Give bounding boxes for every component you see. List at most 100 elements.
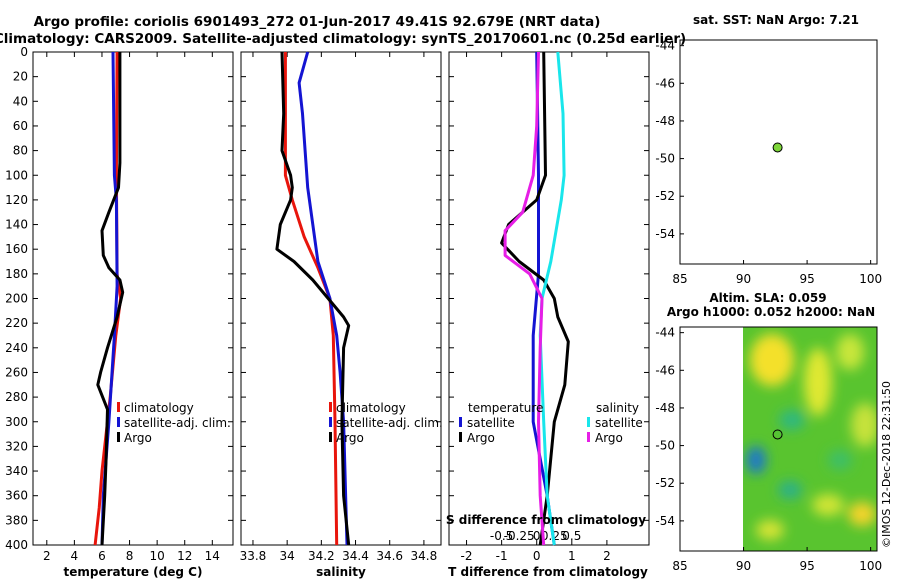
depth-tick-label: 200: [5, 292, 28, 306]
depth-tick-label: 180: [5, 267, 28, 281]
difference-top-x-label: S difference from climatology: [446, 513, 646, 527]
sla-patch: [851, 403, 877, 447]
title-line-2: Climatology: CARS2009. Satellite-adjuste…: [0, 31, 686, 47]
x-tick-label: 2: [43, 549, 51, 563]
temperature-panel: [32, 51, 234, 546]
legend-swatch-climatology: [329, 402, 332, 412]
salinity-panel: [240, 51, 442, 546]
map-y-tick-label: -44: [655, 39, 675, 53]
legend-swatch-argo: [117, 432, 120, 442]
depth-tick-label: 380: [5, 513, 28, 527]
x-tick-label: 6: [98, 549, 106, 563]
depth-tick-label: 220: [5, 316, 28, 330]
x-tick-label: 2: [603, 549, 611, 563]
legend-swatch-climatology: [117, 402, 120, 412]
x-tick-label: 1: [568, 549, 576, 563]
x-tick-label: 34.2: [308, 549, 335, 563]
series-line-s-satellite: [538, 51, 566, 546]
map-y-tick-label: -54: [655, 514, 675, 528]
depth-tick-label: 120: [5, 193, 28, 207]
x-tick-label: 33.8: [240, 549, 267, 563]
x-tick-label: 34.6: [376, 549, 403, 563]
map-y-tick-label: -48: [655, 114, 675, 128]
temperature-x-label: temperature (deg C): [64, 565, 203, 579]
map-y-tick-label: -52: [655, 189, 675, 203]
difference-x-label: T difference from climatology: [448, 565, 648, 579]
x-top-tick-label: -0.5: [490, 529, 513, 543]
x-tick-label: 0: [533, 549, 541, 563]
depth-tick-label: 20: [13, 70, 28, 84]
x-tick-label: 14: [205, 549, 220, 563]
depth-tick-label: 160: [5, 242, 28, 256]
sla-patch: [812, 494, 844, 516]
depth-tick-label: 260: [5, 365, 28, 379]
depth-tick-label: 60: [13, 119, 28, 133]
legend-label-satellite: satellite-adj. clim.: [336, 416, 443, 430]
sla-patch: [750, 334, 794, 386]
depth-tick-label: 400: [5, 538, 28, 552]
map-y-tick-label: -48: [655, 401, 675, 415]
map-x-tick-label: 85: [672, 559, 687, 573]
legend-swatch-t-satellite: [459, 417, 462, 427]
sla-patch: [746, 446, 766, 474]
legend-swatch-s-argo: [587, 432, 590, 442]
map-x-tick-label: 85: [672, 272, 687, 286]
x-tick-label: 34: [280, 549, 295, 563]
map-x-tick-label: 95: [799, 559, 814, 573]
legend-label-climatology: climatology: [336, 401, 406, 415]
x-tick-label: 10: [149, 549, 164, 563]
map-y-tick-label: -54: [655, 227, 675, 241]
x-top-tick-label: 0: [533, 529, 541, 543]
map-x-tick-label: 95: [799, 272, 814, 286]
depth-tick-label: 40: [13, 94, 28, 108]
legend-title-salinity: salinity: [596, 401, 639, 415]
map-y-tick-label: -46: [655, 76, 675, 90]
depth-tick-label: 240: [5, 341, 28, 355]
watermark: ©IMOS 12-Dec-2018 22:31:50: [880, 381, 893, 548]
sst-map-panel: [679, 39, 878, 265]
depth-tick-label: 100: [5, 168, 28, 182]
salinity-x-label: salinity: [316, 565, 366, 579]
depth-tick-label: 280: [5, 390, 28, 404]
sla-patch: [828, 450, 852, 470]
depth-tick-label: 140: [5, 218, 28, 232]
x-tick-label: 4: [71, 549, 79, 563]
x-top-tick-label: -0.25: [504, 529, 535, 543]
legend-label-argo: Argo: [124, 431, 152, 445]
sla-patch: [756, 520, 784, 540]
map-y-tick-label: -52: [655, 476, 675, 490]
legend-swatch-satellite: [117, 417, 120, 427]
depth-tick-label: 320: [5, 439, 28, 453]
map-y-tick-label: -50: [655, 152, 675, 166]
depth-tick-label: 0: [20, 45, 28, 59]
sla-patch: [778, 481, 802, 499]
series-line-t-argo: [500, 51, 570, 546]
argo-location-marker: [772, 142, 783, 153]
title-line-1: Argo profile: coriolis 6901493_272 01-Ju…: [34, 14, 601, 30]
series-line-satellite-adj-clim-: [297, 51, 349, 546]
legend-label-climatology: climatology: [124, 401, 194, 415]
x-tick-label: 34.8: [411, 549, 438, 563]
legend-label-t-argo: Argo: [467, 431, 495, 445]
map-x-tick-label: 100: [859, 559, 882, 573]
x-top-tick-label: 0.5: [562, 529, 581, 543]
difference-legend: temperature satellite Argo salinity sate…: [459, 401, 643, 445]
depth-tick-label: 360: [5, 489, 28, 503]
sla-map-title-1: Altim. SLA: 0.059: [709, 291, 826, 305]
argo-location-marker: [772, 429, 783, 440]
series-line-climatology: [283, 52, 339, 546]
x-tick-label: 12: [177, 549, 192, 563]
salinity-legend: climatology satellite-adj. clim. Argo: [329, 401, 443, 445]
map-x-tick-label: 90: [736, 559, 751, 573]
legend-label-s-satellite: satellite: [595, 416, 643, 430]
sla-patch: [804, 348, 832, 416]
sla-patch: [836, 334, 864, 370]
legend-label-argo: Argo: [336, 431, 364, 445]
series-line-argo: [275, 51, 351, 546]
legend-label-t-satellite: satellite: [467, 416, 515, 430]
x-tick-label: -2: [461, 549, 473, 563]
legend-swatch-argo: [329, 432, 332, 442]
legend-label-satellite: satellite-adj. clim.: [124, 416, 231, 430]
sla-map-panel: [679, 326, 878, 552]
temperature-legend: climatology satellite-adj. clim. Argo: [117, 401, 231, 445]
